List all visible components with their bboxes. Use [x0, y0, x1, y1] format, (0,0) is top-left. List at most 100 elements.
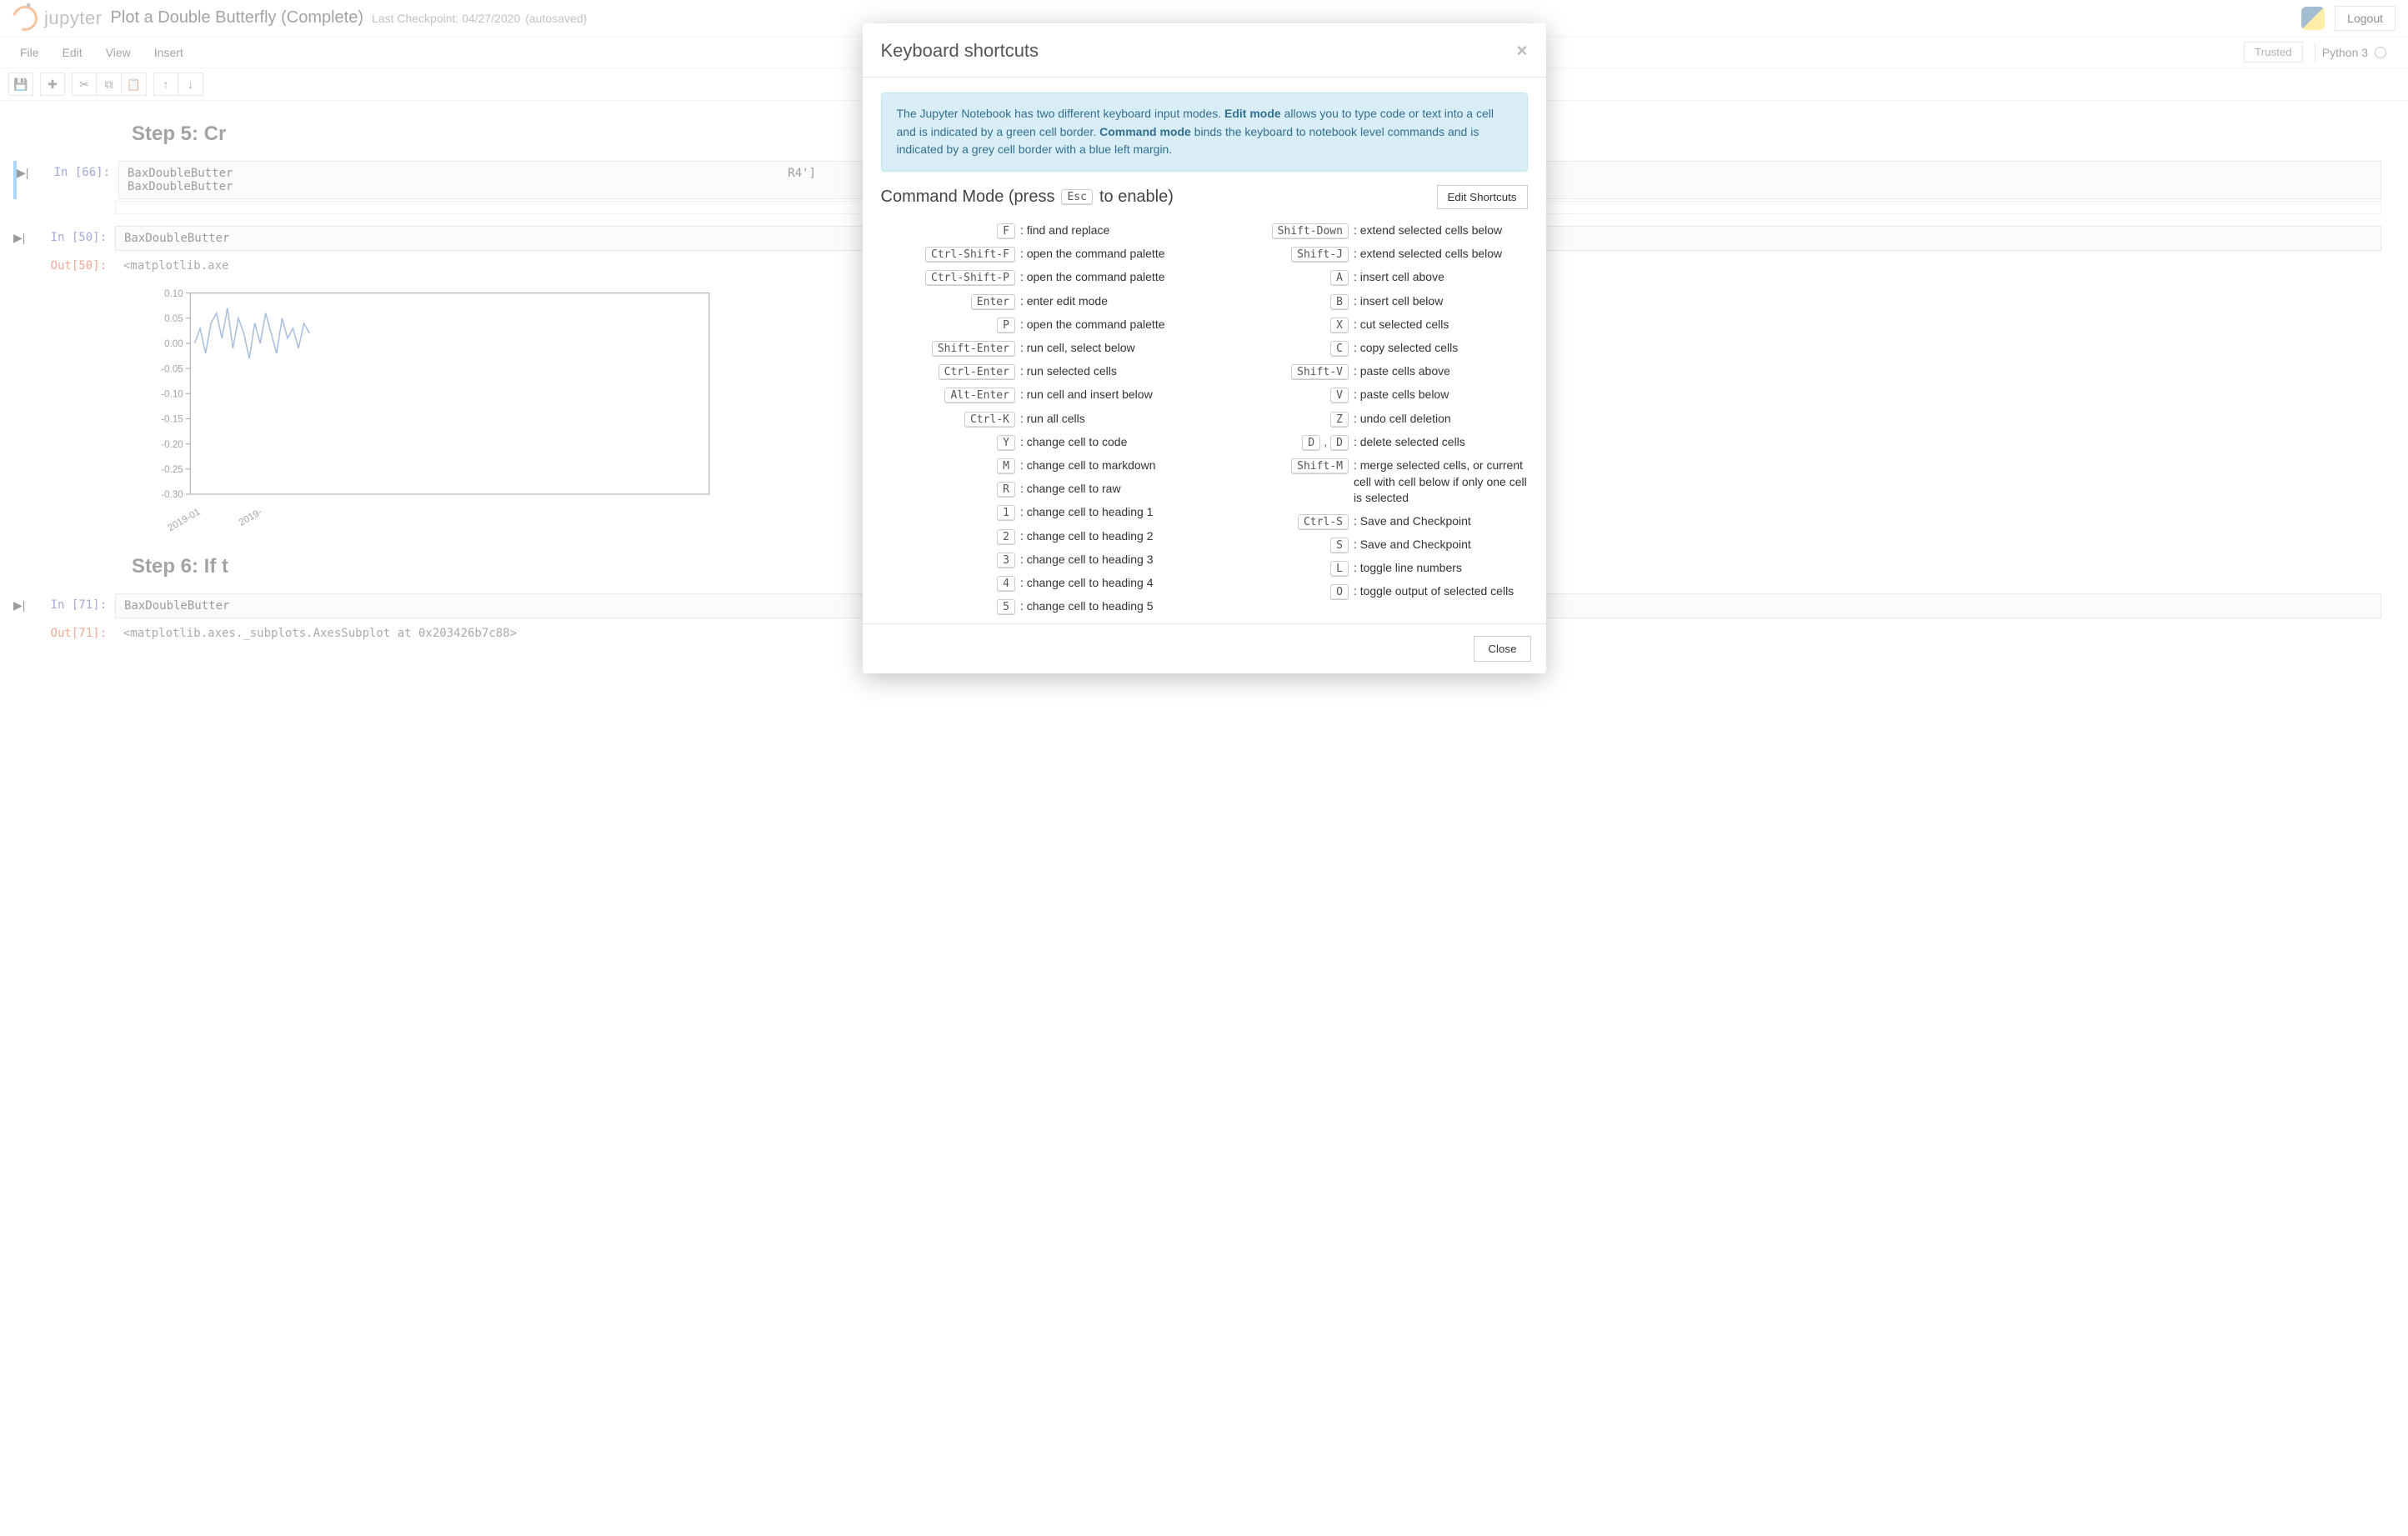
shortcut-desc: toggle line numbers	[1352, 560, 1528, 577]
shortcut-desc: insert cell above	[1352, 269, 1528, 286]
cmd-heading-post: to enable)	[1099, 188, 1174, 207]
shortcut-desc: extend selected cells below	[1352, 223, 1528, 239]
shortcut-desc: delete selected cells	[1352, 434, 1528, 451]
shortcut-row: Ctrl-Krun all cells	[881, 408, 1194, 431]
shortcut-desc: insert cell below	[1352, 293, 1528, 310]
shortcut-row: 1change cell to heading 1	[881, 501, 1194, 524]
shortcut-keys: Ctrl-S	[1214, 513, 1352, 530]
shortcut-keys: Ctrl-Shift-F	[881, 246, 1019, 263]
key: Alt-Enter	[944, 388, 1014, 403]
shortcut-keys: A	[1214, 269, 1352, 286]
key: Ctrl-S	[1298, 514, 1349, 530]
key: Ctrl-Shift-P	[925, 270, 1015, 286]
shortcut-keys: B	[1214, 293, 1352, 310]
shortcut-keys: Shift-J	[1214, 246, 1352, 263]
shortcut-desc: run selected cells	[1019, 363, 1194, 380]
shortcut-desc: Save and Checkpoint	[1352, 513, 1528, 530]
shortcut-keys: Z	[1214, 411, 1352, 428]
key: Ctrl-Enter	[939, 364, 1015, 380]
key: R	[997, 482, 1015, 498]
shortcut-row: SSave and Checkpoint	[1214, 533, 1528, 557]
key: O	[1330, 584, 1349, 600]
shortcut-row: Mchange cell to markdown	[881, 454, 1194, 478]
shortcut-desc: change cell to heading 1	[1019, 504, 1194, 521]
shortcut-keys: X	[1214, 317, 1352, 333]
shortcut-row: Ltoggle line numbers	[1214, 557, 1528, 580]
key: Shift-Enter	[932, 341, 1015, 357]
shortcut-keys: Ctrl-Shift-P	[881, 269, 1019, 286]
shortcut-row: 3change cell to heading 3	[881, 548, 1194, 572]
modal-body[interactable]: The Jupyter Notebook has two different k…	[863, 78, 1546, 623]
edit-shortcuts-button[interactable]: Edit Shortcuts	[1437, 185, 1528, 209]
shortcut-keys: Shift-Enter	[881, 340, 1019, 357]
key: B	[1330, 294, 1349, 310]
shortcut-desc: open the command palette	[1019, 246, 1194, 263]
shortcut-keys: O	[1214, 583, 1352, 600]
key: 1	[997, 505, 1015, 521]
shortcut-row: Vpaste cells below	[1214, 383, 1528, 407]
key: 2	[997, 529, 1015, 545]
key: Shift-J	[1291, 247, 1349, 263]
command-mode-heading: Command Mode (press Esc to enable)	[881, 188, 1174, 207]
shortcut-desc: open the command palette	[1019, 269, 1194, 286]
shortcut-row: D,Ddelete selected cells	[1214, 431, 1528, 454]
shortcut-desc: undo cell deletion	[1352, 411, 1528, 428]
key: Y	[997, 435, 1015, 451]
shortcut-row: Alt-Enterrun cell and insert below	[881, 383, 1194, 407]
shortcut-row: Enterenter edit mode	[881, 290, 1194, 313]
key: Shift-V	[1291, 364, 1349, 380]
edit-mode-bold: Edit mode	[1224, 107, 1281, 120]
shortcut-row: Binsert cell below	[1214, 290, 1528, 313]
shortcut-desc: change cell to heading 5	[1019, 598, 1194, 615]
shortcut-keys: M	[881, 458, 1019, 474]
key: M	[997, 458, 1015, 474]
shortcut-row: Ainsert cell above	[1214, 266, 1528, 289]
key: D	[1330, 435, 1349, 451]
shortcut-desc: extend selected cells below	[1352, 246, 1528, 263]
key: D	[1302, 435, 1320, 451]
shortcut-keys: Shift-V	[1214, 363, 1352, 380]
shortcut-row: 4change cell to heading 4	[881, 572, 1194, 595]
shortcut-desc: Save and Checkpoint	[1352, 537, 1528, 553]
shortcut-desc: change cell to heading 4	[1019, 575, 1194, 592]
shortcut-keys: Ctrl-K	[881, 411, 1019, 428]
close-button[interactable]: Close	[1474, 636, 1530, 662]
modal-header: Keyboard shortcuts ×	[863, 23, 1546, 78]
key: V	[1330, 388, 1349, 403]
info-pre: The Jupyter Notebook has two different k…	[897, 107, 1225, 120]
key: 5	[997, 599, 1015, 615]
shortcut-desc: enter edit mode	[1019, 293, 1194, 310]
shortcut-row: Ccopy selected cells	[1214, 337, 1528, 360]
close-icon[interactable]: ×	[1517, 42, 1528, 60]
key: S	[1330, 538, 1349, 553]
shortcut-desc: open the command palette	[1019, 317, 1194, 333]
shortcut-desc: find and replace	[1019, 223, 1194, 239]
shortcut-keys: 5	[881, 598, 1019, 615]
shortcut-col-right: Shift-Downextend selected cells belowShi…	[1214, 219, 1528, 618]
key: X	[1330, 318, 1349, 333]
key: F	[997, 223, 1015, 239]
shortcut-keys: Ctrl-Enter	[881, 363, 1019, 380]
keyboard-shortcuts-modal: Keyboard shortcuts × The Jupyter Noteboo…	[863, 23, 1546, 673]
cmd-heading-pre: Command Mode (press	[881, 188, 1055, 207]
shortcut-keys: V	[1214, 387, 1352, 403]
key: 3	[997, 553, 1015, 568]
shortcut-keys: Alt-Enter	[881, 387, 1019, 403]
shortcut-keys: Y	[881, 434, 1019, 451]
shortcut-keys: 2	[881, 528, 1019, 545]
shortcut-columns: Ffind and replaceCtrl-Shift-Fopen the co…	[881, 219, 1528, 618]
shortcut-desc: change cell to heading 2	[1019, 528, 1194, 545]
shortcut-row: Rchange cell to raw	[881, 478, 1194, 501]
shortcut-desc: copy selected cells	[1352, 340, 1528, 357]
shortcut-row: Ctrl-Shift-Popen the command palette	[881, 266, 1194, 289]
shortcut-row: Ctrl-SSave and Checkpoint	[1214, 510, 1528, 533]
key: Ctrl-Shift-F	[925, 247, 1015, 263]
shortcut-keys: L	[1214, 560, 1352, 577]
shortcut-keys: 1	[881, 504, 1019, 521]
key: C	[1330, 341, 1349, 357]
shortcut-desc: paste cells above	[1352, 363, 1528, 380]
shortcut-desc: toggle output of selected cells	[1352, 583, 1528, 600]
shortcut-row: Zundo cell deletion	[1214, 408, 1528, 431]
shortcut-row: Otoggle output of selected cells	[1214, 580, 1528, 603]
info-box: The Jupyter Notebook has two different k…	[881, 93, 1528, 172]
